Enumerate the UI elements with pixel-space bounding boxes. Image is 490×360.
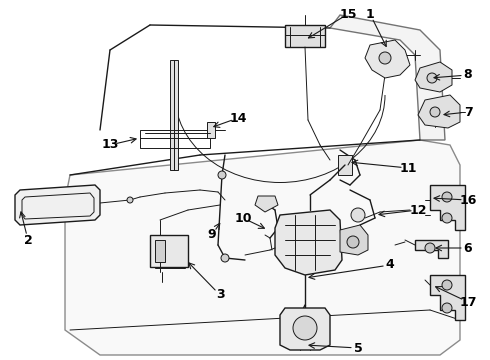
Text: 15: 15 <box>339 8 357 21</box>
Text: 7: 7 <box>464 105 472 118</box>
Circle shape <box>347 236 359 248</box>
Circle shape <box>218 171 226 179</box>
Bar <box>155 240 165 262</box>
Polygon shape <box>255 196 278 212</box>
Text: 1: 1 <box>366 8 374 21</box>
Text: 14: 14 <box>229 112 247 125</box>
Bar <box>150 235 188 267</box>
Polygon shape <box>415 240 448 258</box>
Circle shape <box>221 254 229 262</box>
Circle shape <box>430 107 440 117</box>
Polygon shape <box>340 225 368 255</box>
Bar <box>207 122 215 138</box>
Text: 16: 16 <box>459 194 477 207</box>
Polygon shape <box>418 95 460 128</box>
Polygon shape <box>280 308 330 350</box>
Polygon shape <box>415 62 452 92</box>
Text: 12: 12 <box>409 203 427 216</box>
Circle shape <box>442 280 452 290</box>
Bar <box>140 130 210 148</box>
Circle shape <box>425 243 435 253</box>
Polygon shape <box>15 185 100 225</box>
Polygon shape <box>430 275 465 320</box>
Polygon shape <box>65 140 460 355</box>
Text: 9: 9 <box>208 229 216 242</box>
Text: 13: 13 <box>101 139 119 152</box>
Circle shape <box>379 52 391 64</box>
Polygon shape <box>430 185 465 230</box>
Text: 5: 5 <box>354 342 363 355</box>
Bar <box>285 25 325 47</box>
Circle shape <box>442 213 452 223</box>
Circle shape <box>351 208 365 222</box>
Text: 8: 8 <box>464 68 472 81</box>
Bar <box>338 155 352 175</box>
Circle shape <box>293 316 317 340</box>
Polygon shape <box>275 210 342 275</box>
Text: 2: 2 <box>24 234 32 247</box>
Text: 11: 11 <box>399 162 417 175</box>
Circle shape <box>442 192 452 202</box>
Text: 10: 10 <box>234 211 252 225</box>
Text: 17: 17 <box>459 296 477 309</box>
Circle shape <box>127 197 133 203</box>
Text: 4: 4 <box>386 258 394 271</box>
Text: 3: 3 <box>216 288 224 302</box>
Circle shape <box>427 73 437 83</box>
Bar <box>170 60 178 170</box>
Circle shape <box>442 303 452 313</box>
Polygon shape <box>330 15 445 140</box>
Text: 6: 6 <box>464 242 472 255</box>
Polygon shape <box>365 40 410 78</box>
